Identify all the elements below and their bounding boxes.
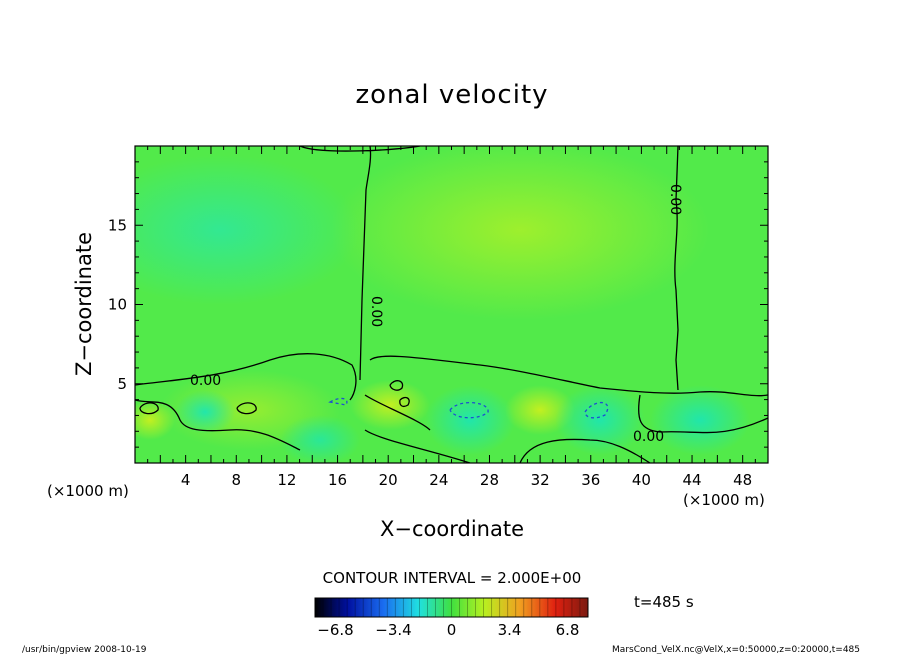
contour-label: 0.00 [633, 429, 664, 445]
contour-label: 0.00 [190, 373, 221, 389]
x-tick-label: 44 [682, 471, 701, 489]
x-tick-label: 4 [181, 471, 191, 489]
colorbar: −6.8 −3.4 0 3.4 6.8 [314, 597, 589, 639]
colorbar-tick-label: −3.4 [375, 621, 411, 639]
contour-small-loops [139, 380, 410, 415]
contour-negative-dashed [328, 397, 609, 419]
x-unit-left: (×1000 m) [47, 482, 129, 500]
contour-label: 0.00 [667, 184, 683, 215]
y-tick-label: 15 [108, 216, 127, 234]
x-tick-label: 32 [531, 471, 550, 489]
y-tick-label: 5 [117, 375, 127, 393]
x-tick-label: 8 [232, 471, 242, 489]
y-axis-label: Z−coordinate [72, 232, 96, 376]
contour-lines [135, 146, 768, 463]
x-tick-label: 40 [632, 471, 651, 489]
x-tick-label: 28 [480, 471, 499, 489]
colorbar-ticks: −6.8 −3.4 0 3.4 6.8 [317, 598, 581, 639]
x-axis-ticks: 4 8 12 16 20 24 28 32 36 40 44 48 [147, 146, 756, 489]
y-axis-ticks: 5 10 15 [108, 161, 768, 448]
x-unit-right: (×1000 m) [683, 491, 765, 509]
x-tick-label: 20 [379, 471, 398, 489]
colorbar-gradient [314, 597, 589, 618]
program-info: /usr/bin/gpview 2008-10-19 [22, 645, 147, 654]
x-tick-label: 12 [277, 471, 296, 489]
x-tick-label: 36 [581, 471, 600, 489]
colorbar-tick-label: −6.8 [317, 621, 353, 639]
x-tick-label: 24 [429, 471, 448, 489]
chart-title: zonal velocity [355, 80, 548, 110]
contour-zero-vertical-right [674, 146, 679, 391]
y-tick-label: 10 [108, 296, 127, 314]
x-axis-label: X−coordinate [380, 517, 524, 541]
time-label: t=485 s [634, 593, 694, 611]
velocity-field [135, 146, 768, 463]
x-tick-label: 48 [733, 471, 752, 489]
contour-zero-vertical-left [299, 146, 421, 381]
x-tick-label: 16 [328, 471, 347, 489]
contour-label: 0.00 [368, 296, 384, 327]
contour-labels: 0.00 0.00 0.00 0.00 [190, 184, 683, 445]
file-info: MarsCond_VelX.nc@VelX,x=0:50000,z=0:2000… [612, 645, 860, 654]
contour-interval: CONTOUR INTERVAL = 2.000E+00 [323, 569, 582, 587]
colorbar-tick-label: 0 [447, 621, 457, 639]
contour-zero-lower-band [135, 353, 768, 463]
colorbar-tick-label: 6.8 [556, 621, 580, 639]
colorbar-tick-label: 3.4 [498, 621, 522, 639]
